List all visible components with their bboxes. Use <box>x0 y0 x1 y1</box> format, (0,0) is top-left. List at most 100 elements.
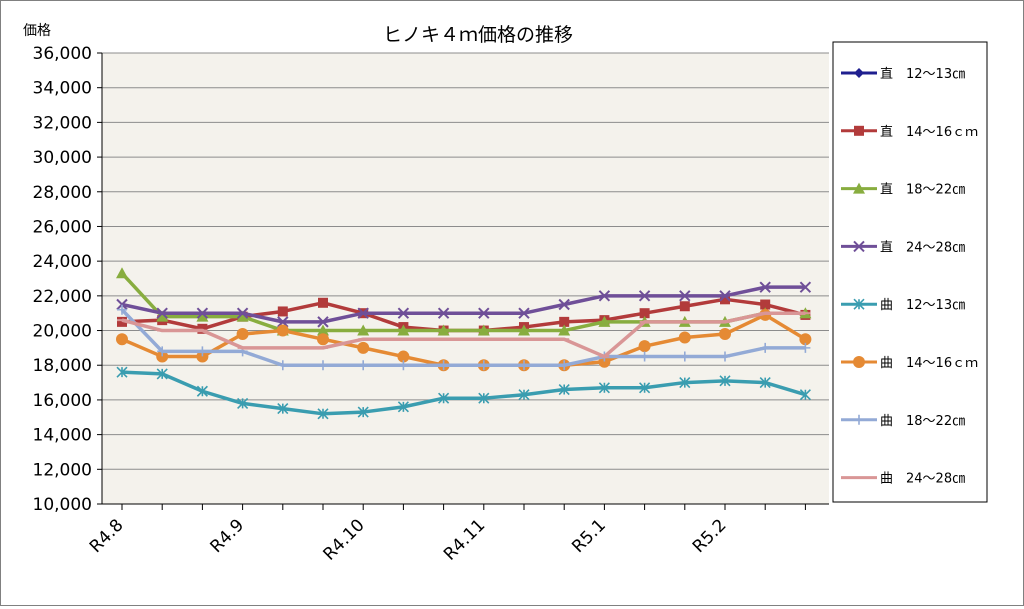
y-tick-label: 24,000 <box>33 252 92 272</box>
data-point <box>397 350 410 363</box>
series-line <box>120 308 806 367</box>
data-point <box>196 310 209 322</box>
x-tick-label: R5.1 <box>568 515 610 557</box>
data-point <box>678 331 691 344</box>
data-point <box>719 375 731 387</box>
legend-box <box>832 41 988 503</box>
legend-item: 曲 12～13㎝ <box>841 298 965 313</box>
series-7 <box>117 304 811 371</box>
data-point <box>639 308 650 319</box>
data-point <box>157 346 168 357</box>
data-point <box>116 267 128 279</box>
data-point <box>117 304 127 315</box>
y-tick-label: 32,000 <box>33 113 92 133</box>
data-point <box>397 307 410 319</box>
x-tick-label: R5.2 <box>689 515 731 557</box>
y-axis-label: 価格 <box>23 23 51 39</box>
data-point <box>518 324 530 336</box>
data-point <box>518 389 530 401</box>
data-point <box>236 307 249 319</box>
legend-label: 曲 18～22㎝ <box>880 414 965 429</box>
data-point <box>156 310 169 322</box>
series-line <box>121 285 806 324</box>
legend-label: 曲 14～16ｃｍ <box>880 356 978 371</box>
data-point <box>518 307 530 319</box>
data-point <box>357 324 370 336</box>
data-point <box>760 299 771 310</box>
legend-swatch-marker <box>853 240 865 253</box>
plot-area <box>102 53 829 504</box>
data-point <box>317 333 329 346</box>
legend-item: 曲 18～22㎝ <box>841 414 965 429</box>
data-point <box>277 316 289 328</box>
data-point <box>116 366 128 378</box>
data-point <box>679 301 690 312</box>
data-point <box>598 315 611 327</box>
y-tick-label: 36,000 <box>33 44 92 64</box>
data-point <box>759 281 771 293</box>
data-point <box>236 310 249 322</box>
data-point <box>799 281 812 293</box>
series-5 <box>116 366 811 420</box>
legend-swatch-marker <box>853 298 865 310</box>
legend-item: 直 14～16ｃｍ <box>841 125 978 140</box>
data-point <box>720 294 730 305</box>
data-point <box>759 377 771 389</box>
legend-label: 直 12～13㎝ <box>880 67 965 82</box>
legend-item: 曲 24～28㎝ <box>841 472 965 487</box>
y-tick-label: 14,000 <box>33 426 92 446</box>
y-tick-label: 26,000 <box>33 217 92 237</box>
legend-label: 直 24～28㎝ <box>880 240 965 255</box>
data-point <box>398 360 409 371</box>
data-point <box>318 360 328 371</box>
data-point <box>156 368 168 380</box>
x-tick-label: R4.10 <box>319 515 368 564</box>
data-point <box>638 340 651 353</box>
y-tick-label: 34,000 <box>33 79 92 99</box>
data-point <box>478 307 490 319</box>
data-point <box>519 360 529 371</box>
data-point <box>719 328 731 341</box>
data-point <box>357 406 369 418</box>
data-point <box>558 383 570 396</box>
y-tick-label: 16,000 <box>33 391 92 411</box>
legend-swatch-marker <box>853 356 865 368</box>
data-point <box>558 298 570 311</box>
legend-label: 曲 24～28㎝ <box>880 472 965 487</box>
data-point <box>276 324 289 337</box>
legend-swatch-marker <box>854 414 864 425</box>
data-point <box>317 316 329 328</box>
data-point <box>277 403 289 415</box>
data-point <box>760 342 771 353</box>
data-point <box>477 324 490 336</box>
series-line <box>121 311 806 359</box>
data-point <box>639 351 650 362</box>
series-layer <box>116 267 812 420</box>
data-point <box>437 307 450 319</box>
legend-label: 直 14～16ｃｍ <box>880 125 978 140</box>
x-tick-label: R4.8 <box>86 515 128 557</box>
data-point <box>558 324 571 336</box>
data-point <box>478 360 489 371</box>
legend-swatch-marker <box>853 182 865 194</box>
data-point <box>720 351 730 362</box>
y-tick-label: 12,000 <box>33 460 92 480</box>
data-point <box>559 360 570 371</box>
chart-title: ヒノキ４ｍ価格の推移 <box>383 24 573 46</box>
legend-item: 直 24～28㎝ <box>841 240 965 255</box>
data-point <box>438 392 450 404</box>
series-line <box>121 370 806 416</box>
data-point <box>358 360 369 371</box>
data-point <box>277 360 288 371</box>
legend-label: 直 18～22㎝ <box>880 183 965 198</box>
series-4 <box>116 281 812 328</box>
y-tick-label: 28,000 <box>33 183 92 203</box>
data-point <box>719 290 731 302</box>
data-point <box>196 385 208 397</box>
legend-swatch-marker <box>854 125 864 136</box>
data-point <box>317 408 329 420</box>
data-point <box>478 392 490 404</box>
data-point <box>197 346 208 357</box>
data-point <box>638 290 651 302</box>
